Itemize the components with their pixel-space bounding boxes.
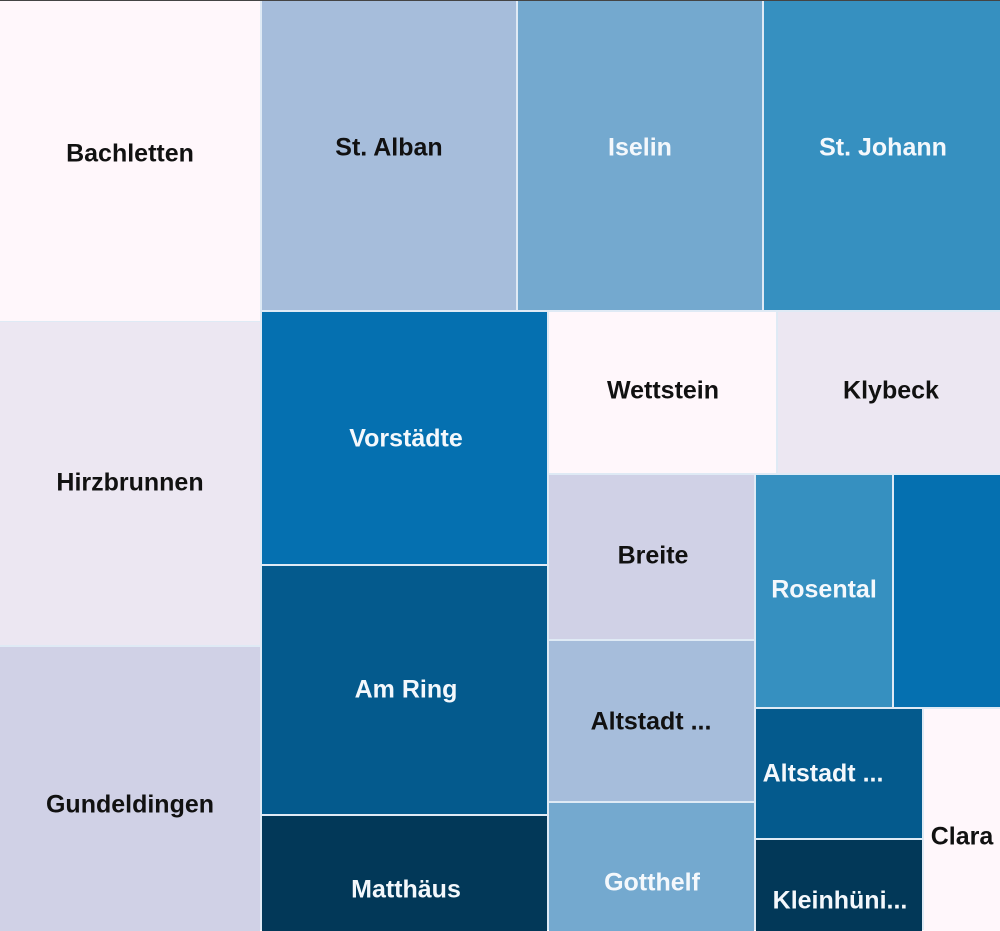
treemap-tile[interactable]: Kleinhüni... bbox=[756, 840, 922, 931]
tile-label: Am Ring bbox=[354, 675, 458, 704]
treemap-tile[interactable]: St. Alban bbox=[262, 1, 516, 310]
tile-label: Breite bbox=[617, 541, 689, 570]
treemap-tile[interactable]: Matthäus bbox=[262, 816, 547, 931]
tile-label: Hirzbrunnen bbox=[56, 468, 204, 497]
treemap-tile[interactable]: Altstadt ... bbox=[549, 641, 754, 801]
treemap-tile[interactable] bbox=[894, 475, 1000, 707]
tile-label: Rosental bbox=[771, 575, 877, 604]
tile-label: Wettstein bbox=[606, 376, 720, 405]
tile-label: Clara bbox=[930, 822, 994, 851]
treemap-tile[interactable]: Wettstein bbox=[549, 312, 776, 473]
treemap-tile[interactable]: Iselin bbox=[518, 1, 762, 310]
treemap-tile[interactable]: Altstadt ... bbox=[756, 709, 922, 838]
treemap-tile[interactable]: Hirzbrunnen bbox=[0, 322, 260, 645]
tile-label: Altstadt ... bbox=[590, 707, 712, 736]
tile-label: St. Johann bbox=[819, 133, 947, 162]
tile-label: Gotthelf bbox=[604, 868, 700, 897]
tile-label: Gundeldingen bbox=[45, 790, 215, 819]
tile-label: Iselin bbox=[608, 133, 672, 162]
treemap-tile[interactable]: Breite bbox=[549, 475, 754, 639]
tile-label: Matthäus bbox=[351, 875, 461, 904]
tile-label: Altstadt ... bbox=[762, 759, 884, 788]
tile-label: Vorstädte bbox=[349, 424, 463, 453]
treemap-tile[interactable]: St. Johann bbox=[764, 1, 1000, 310]
treemap-tile[interactable]: Klybeck bbox=[778, 312, 1000, 473]
treemap-tile[interactable]: Am Ring bbox=[262, 566, 547, 814]
tile-label: St. Alban bbox=[335, 133, 443, 162]
treemap-tile[interactable]: Vorstädte bbox=[262, 312, 547, 564]
tile-label: Klybeck bbox=[843, 376, 939, 405]
treemap-tile[interactable]: Clara bbox=[924, 709, 1000, 931]
treemap-tile[interactable]: Rosental bbox=[756, 475, 892, 707]
tile-label: Bachletten bbox=[66, 139, 194, 168]
treemap-tile[interactable]: Gotthelf bbox=[549, 803, 754, 931]
treemap-tile[interactable]: Gundeldingen bbox=[0, 647, 260, 931]
tile-label: Kleinhüni... bbox=[772, 886, 908, 915]
treemap-tile[interactable]: Bachletten bbox=[0, 1, 260, 321]
